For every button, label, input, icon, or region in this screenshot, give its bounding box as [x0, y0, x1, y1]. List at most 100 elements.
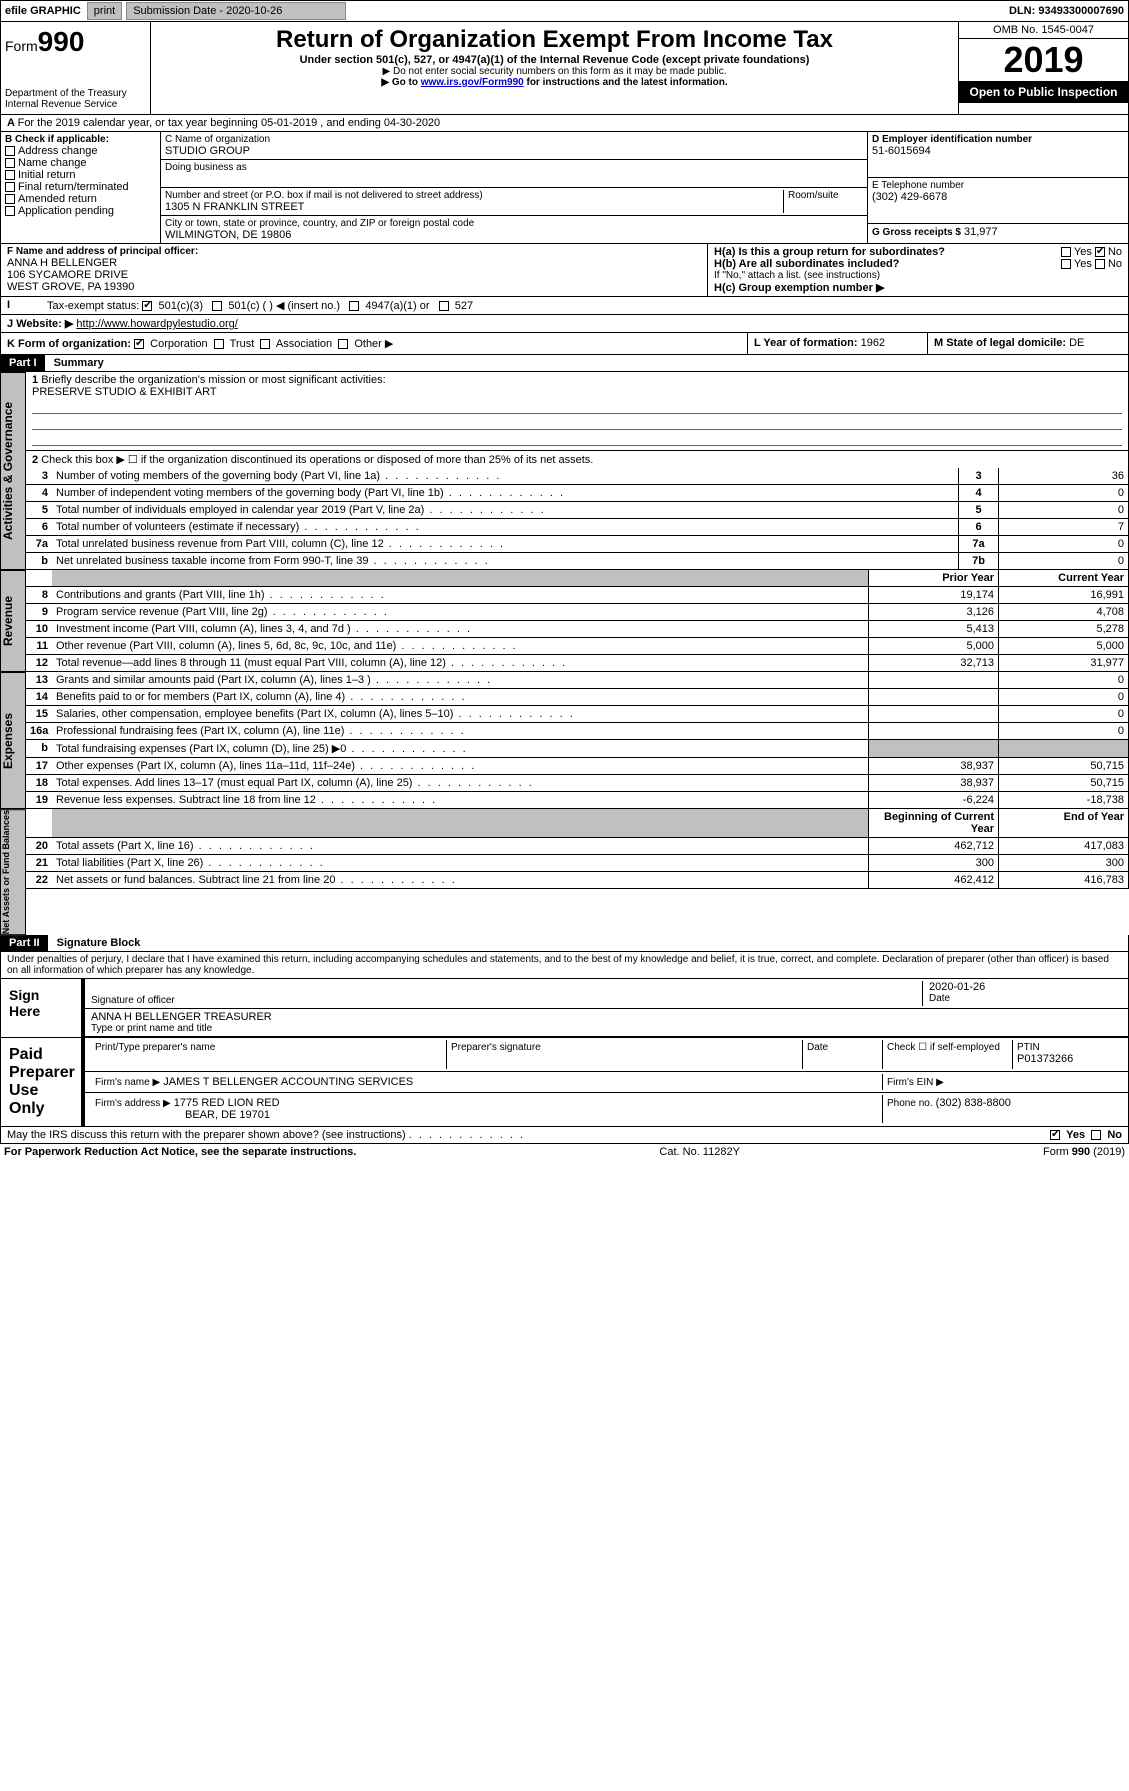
- q1-block: 1 Briefly describe the organization's mi…: [26, 372, 1129, 451]
- box-b: B Check if applicable: Address change Na…: [1, 132, 161, 243]
- line-value: 0: [998, 502, 1128, 518]
- officer-label: F Name and address of principal officer:: [7, 246, 701, 257]
- cb-501c3[interactable]: [142, 301, 152, 311]
- side-revenue: Revenue: [0, 570, 26, 672]
- cb-4947[interactable]: [349, 301, 359, 311]
- line-desc: Net unrelated business taxable income fr…: [52, 553, 958, 569]
- line-box: 7a: [958, 536, 998, 552]
- cb-other[interactable]: [338, 339, 348, 349]
- firm-phone: (302) 838-8800: [936, 1097, 1011, 1109]
- firm-phone-label: Phone no.: [887, 1098, 933, 1109]
- cb-label: Name change: [18, 157, 87, 169]
- cb-address-change[interactable]: [5, 146, 15, 156]
- sign-here-label: Sign Here: [1, 979, 81, 1037]
- line-box: 4: [958, 485, 998, 501]
- prior-value: 38,937: [868, 775, 998, 791]
- print-button[interactable]: print: [87, 2, 122, 20]
- dept-label: Department of the Treasury: [5, 88, 146, 99]
- cb-ha-yes[interactable]: [1061, 247, 1071, 257]
- self-emp-label: Check ☐ if self-employed: [882, 1040, 1012, 1069]
- netassets-section: Net Assets or Fund Balances Beginning of…: [0, 809, 1129, 935]
- blank-line: [32, 400, 1122, 414]
- blank: [52, 809, 868, 837]
- ein-label: D Employer identification number: [872, 134, 1124, 145]
- cb-amended[interactable]: [5, 194, 15, 204]
- cb-app-pending[interactable]: [5, 206, 15, 216]
- cb-discuss-no[interactable]: [1091, 1130, 1101, 1140]
- line-desc: Total liabilities (Part X, line 26): [52, 855, 868, 871]
- entity-info-grid: B Check if applicable: Address change Na…: [0, 132, 1129, 244]
- sig-date-value: 2020-01-26: [929, 981, 1122, 993]
- hc-label: H(c) Group exemption number ▶: [714, 282, 884, 294]
- cb-hb-yes[interactable]: [1061, 259, 1071, 269]
- line-box: 6: [958, 519, 998, 535]
- note-ssn: ▶ Do not enter social security numbers o…: [159, 66, 950, 77]
- form-990-big: 990: [38, 26, 85, 57]
- line-desc: Net assets or fund balances. Subtract li…: [52, 872, 868, 888]
- form-id-box: Form990 Department of the Treasury Inter…: [1, 22, 151, 114]
- row-klm: K Form of organization: Corporation Trus…: [0, 333, 1129, 355]
- prep-date-label: Date: [807, 1042, 878, 1053]
- current-value: 416,783: [998, 872, 1128, 888]
- ptin-label: PTIN: [1017, 1042, 1118, 1053]
- cb-initial-return[interactable]: [5, 170, 15, 180]
- part1-header: Part I Summary: [0, 355, 1129, 372]
- form-title: Return of Organization Exempt From Incom…: [159, 26, 950, 54]
- line-desc: Contributions and grants (Part VIII, lin…: [52, 587, 868, 603]
- line-num: 12: [26, 655, 52, 671]
- line-desc: Other revenue (Part VIII, column (A), li…: [52, 638, 868, 654]
- row-j: J Website: ▶ http://www.howardpylestudio…: [0, 315, 1129, 333]
- firm-ein-label: Firm's EIN ▶: [887, 1077, 944, 1088]
- shaded-cell: [868, 740, 998, 757]
- line-num: 21: [26, 855, 52, 871]
- current-value: 0: [998, 689, 1128, 705]
- note-goto: ▶ Go to www.irs.gov/Form990 for instruct…: [159, 77, 950, 88]
- line-box: 3: [958, 468, 998, 484]
- website-label: Website: ▶: [16, 318, 73, 330]
- dba-label: Doing business as: [165, 162, 863, 173]
- submission-date-button[interactable]: Submission Date - 2020-10-26: [126, 2, 346, 20]
- summary-line: 11 Other revenue (Part VIII, column (A),…: [26, 638, 1129, 655]
- website-link[interactable]: http://www.howardpylestudio.org/: [76, 318, 237, 330]
- officer-name: ANNA H BELLENGER: [7, 257, 701, 269]
- line-num: 4: [26, 485, 52, 501]
- irs-form990-link[interactable]: www.irs.gov/Form990: [421, 77, 524, 88]
- summary-line: 21 Total liabilities (Part X, line 26) 3…: [26, 855, 1129, 872]
- prior-value: 300: [868, 855, 998, 871]
- line-desc: Total number of individuals employed in …: [52, 502, 958, 518]
- form-number: Form990: [5, 26, 146, 58]
- cb-final-return[interactable]: [5, 182, 15, 192]
- line-num: 18: [26, 775, 52, 791]
- blank: [26, 809, 52, 837]
- cb-label: Final return/terminated: [18, 181, 129, 193]
- cb-corp[interactable]: [134, 339, 144, 349]
- form-header: Form990 Department of the Treasury Inter…: [0, 22, 1129, 115]
- line-desc: Benefits paid to or for members (Part IX…: [52, 689, 868, 705]
- cb-label: Application pending: [18, 205, 114, 217]
- cb-hb-no[interactable]: [1095, 259, 1105, 269]
- col-boy-header: Beginning of Current Year: [868, 809, 998, 837]
- part1-title: Summary: [48, 355, 110, 371]
- cb-name-change[interactable]: [5, 158, 15, 168]
- i-marker: I: [1, 297, 41, 314]
- line-num: 20: [26, 838, 52, 854]
- box-l: L Year of formation: 1962: [748, 333, 928, 354]
- cb-discuss-yes[interactable]: [1050, 1130, 1060, 1140]
- cb-trust[interactable]: [214, 339, 224, 349]
- cb-assoc[interactable]: [260, 339, 270, 349]
- current-value: -18,738: [998, 792, 1128, 808]
- efile-graphic-label: efile GRAPHIC: [1, 5, 85, 17]
- summary-line: 8 Contributions and grants (Part VIII, l…: [26, 587, 1129, 604]
- line-value: 0: [998, 553, 1128, 569]
- side-netassets: Net Assets or Fund Balances: [0, 809, 26, 935]
- line-num: 9: [26, 604, 52, 620]
- blank-line: [32, 432, 1122, 446]
- summary-line: 12 Total revenue—add lines 8 through 11 …: [26, 655, 1129, 672]
- cb-501c[interactable]: [212, 301, 222, 311]
- cb-527[interactable]: [439, 301, 449, 311]
- goto-post: for instructions and the latest informat…: [524, 77, 728, 88]
- l-label: L Year of formation:: [754, 337, 858, 349]
- line-num: 11: [26, 638, 52, 654]
- hb-row: H(b) Are all subordinates included? Yes …: [714, 258, 1122, 270]
- cb-ha-no[interactable]: [1095, 247, 1105, 257]
